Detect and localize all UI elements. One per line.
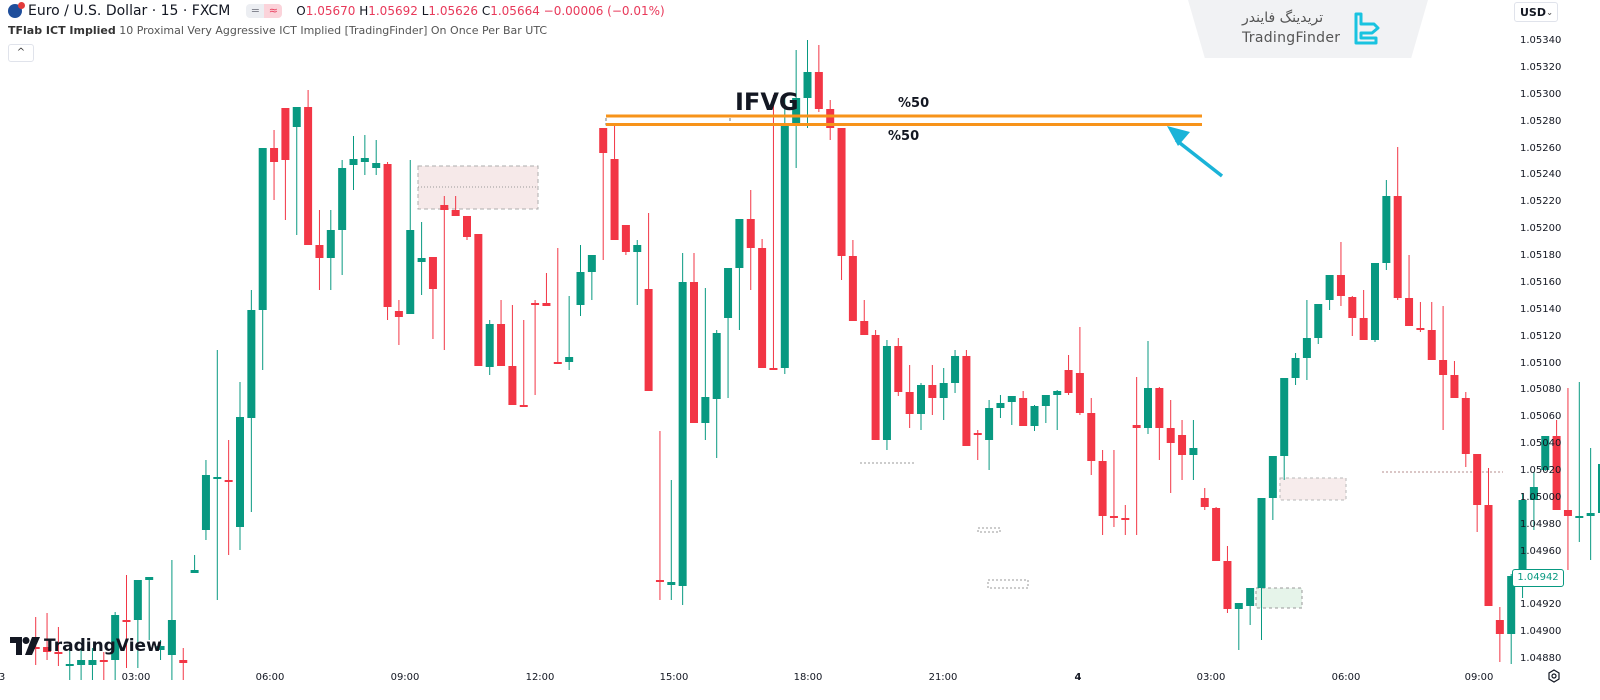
indicator-name: TFlab ICT Implied bbox=[8, 24, 116, 37]
price-tick: 1.05300 bbox=[1520, 88, 1562, 100]
fvg-zone-small-3 bbox=[987, 579, 1029, 589]
price-tick: 1.05100 bbox=[1520, 357, 1562, 369]
price-tick: 1.05180 bbox=[1520, 250, 1562, 262]
time-tick: 4 bbox=[1074, 672, 1082, 683]
ifvg-zone bbox=[605, 114, 1202, 126]
price-tick: 1.05060 bbox=[1520, 411, 1562, 423]
ifvg-bottom-50-label: %50 bbox=[888, 129, 920, 144]
indicator-legend[interactable]: TFlab ICT Implied 10 Proximal Very Aggre… bbox=[8, 24, 547, 37]
eurusd-flag-icon bbox=[8, 2, 25, 18]
price-tick: 1.05020 bbox=[1520, 465, 1562, 477]
price-tick: 1.05120 bbox=[1520, 330, 1562, 342]
ifvg-top-50-label: %50 bbox=[898, 96, 930, 111]
approx-icon[interactable]: ≈ bbox=[264, 4, 283, 18]
fvg-zones bbox=[417, 165, 1503, 609]
tradingfinder-logo-en: TradingFinder bbox=[1242, 30, 1341, 46]
price-tick: 1.04900 bbox=[1520, 626, 1562, 638]
price-tick: 1.04980 bbox=[1520, 518, 1562, 530]
time-tick: 15:00 bbox=[659, 672, 689, 683]
tradingfinder-logo-fa: تریدینگ فایندر bbox=[1242, 10, 1324, 26]
price-tick: 1.05240 bbox=[1520, 169, 1562, 181]
price-tick: 1.04920 bbox=[1520, 599, 1562, 611]
price-tick: 1.04880 bbox=[1520, 653, 1562, 665]
tradingfinder-logo-icon bbox=[1354, 12, 1380, 45]
time-tick: 06:00 bbox=[255, 672, 285, 683]
candles bbox=[31, 40, 1600, 680]
time-tick: 03:00 bbox=[1196, 672, 1226, 683]
price-tick: 1.05000 bbox=[1520, 491, 1562, 503]
symbol-title[interactable]: Euro / U.S. Dollar · 15 · FXCM bbox=[28, 3, 231, 19]
fvg-zone-green-1 bbox=[1255, 587, 1303, 609]
price-tick: 1.05260 bbox=[1520, 142, 1562, 154]
time-tick: 09:00 bbox=[390, 672, 420, 683]
chart-mode-pill[interactable]: = ≈ bbox=[246, 4, 283, 18]
price-tick: 1.04960 bbox=[1520, 545, 1562, 557]
time-tick: 06:00 bbox=[1331, 672, 1361, 683]
tradingview-logo: TradingView bbox=[10, 636, 162, 656]
price-tick: 1.05160 bbox=[1520, 276, 1562, 288]
price-tick: 1.05220 bbox=[1520, 196, 1562, 208]
last-price-label: 1.04942 bbox=[1512, 569, 1564, 587]
price-tick: 1.05340 bbox=[1520, 35, 1562, 46]
price-tick: 1.05040 bbox=[1520, 438, 1562, 450]
price-tick: 1.05140 bbox=[1520, 303, 1562, 315]
collapse-legend-button[interactable]: ^ bbox=[8, 44, 34, 62]
time-tick: 09:00 bbox=[1464, 672, 1494, 683]
time-tick: 3 bbox=[0, 672, 6, 683]
price-tick: 1.05280 bbox=[1520, 115, 1562, 127]
ifvg-label: IFVG bbox=[735, 88, 799, 116]
arrow-icon bbox=[1167, 126, 1224, 178]
time-tick: 18:00 bbox=[793, 672, 823, 683]
price-change: −0.00006 (−0.01%) bbox=[543, 4, 665, 18]
symbol-header: Euro / U.S. Dollar · 15 · FXCM = ≈ O1.05… bbox=[8, 2, 665, 19]
indicator-params: 10 Proximal Very Aggressive ICT Implied … bbox=[119, 24, 548, 37]
settings-gear-icon[interactable] bbox=[1547, 669, 1561, 683]
time-tick: 12:00 bbox=[525, 672, 555, 683]
tradingview-logo-icon bbox=[10, 637, 40, 655]
tradingfinder-logo-background bbox=[1188, 0, 1428, 58]
time-tick: 03:00 bbox=[121, 672, 151, 683]
time-tick: 21:00 bbox=[928, 672, 958, 683]
equal-icon[interactable]: = bbox=[246, 4, 265, 18]
price-tick: 1.05320 bbox=[1520, 61, 1562, 73]
currency-selector[interactable]: USD ⌄ bbox=[1514, 2, 1558, 22]
chevron-down-icon: ⌄ bbox=[1546, 8, 1553, 17]
ohlc-values: O1.05670 H1.05692 L1.05626 C1.05664 −0.0… bbox=[296, 4, 665, 18]
price-tick: 1.05080 bbox=[1520, 384, 1562, 396]
price-tick: 1.05200 bbox=[1520, 223, 1562, 235]
fvg-zone-small-2 bbox=[977, 527, 1001, 533]
fvg-zone-small-1 bbox=[1279, 477, 1347, 501]
